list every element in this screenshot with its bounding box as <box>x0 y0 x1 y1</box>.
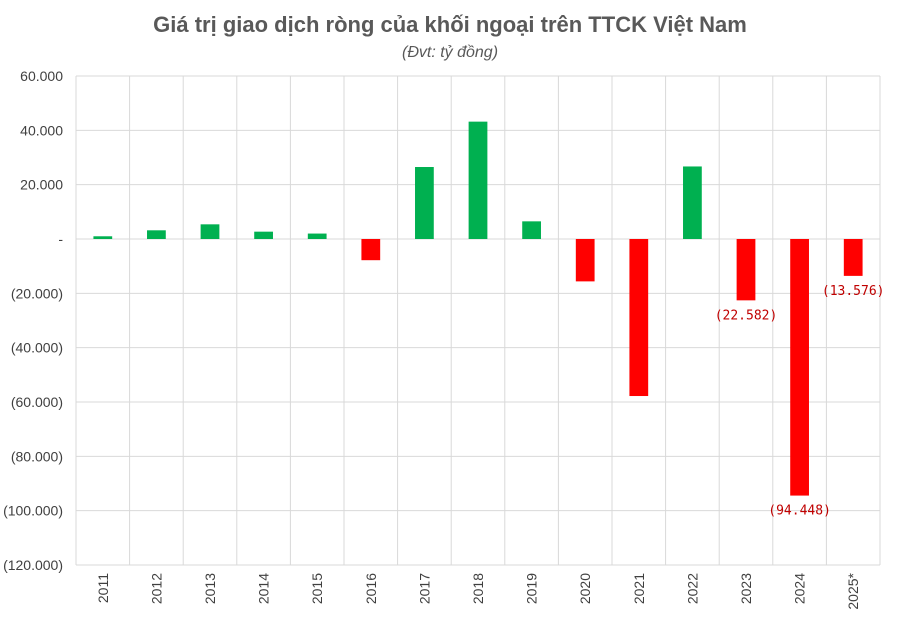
x-tick-label: 2013 <box>202 573 218 604</box>
x-tick-label: 2012 <box>148 573 164 604</box>
y-tick-label: (60.000) <box>11 394 63 410</box>
grid-lines <box>75 75 881 566</box>
bar-2019 <box>522 221 541 239</box>
y-tick-label: - <box>58 231 63 247</box>
x-tick-label: 2023 <box>738 573 754 604</box>
bar-2016 <box>361 239 381 261</box>
bar-2017 <box>415 167 434 239</box>
y-tick-label: 60.000 <box>20 68 63 84</box>
y-tick-label: 20.000 <box>20 177 63 193</box>
x-axis-labels: 2011 2012 2013 2014 2015 2016 2017 2018 2019 2020… <box>95 572 861 609</box>
bar-2020 <box>575 239 595 282</box>
bar-2013 <box>200 224 220 239</box>
bar-2021 <box>629 239 649 397</box>
x-tick-label: 2024 <box>792 573 808 604</box>
y-tick-label: (100.000) <box>3 503 63 519</box>
x-tick-label: 2015 <box>309 573 325 604</box>
bar-2018 <box>468 121 488 239</box>
bars <box>93 121 863 496</box>
bar-2024 <box>790 239 809 496</box>
x-tick-label: 2025* <box>845 572 861 609</box>
y-axis-labels: 60.000 40.000 20.000 - (20.000) (40.000) (60.0… <box>3 68 63 573</box>
bar-2014 <box>254 231 273 239</box>
y-tick-label: (80.000) <box>11 448 63 464</box>
bar-2025 <box>843 239 863 276</box>
x-tick-label: 2020 <box>577 573 593 604</box>
x-tick-label: 2019 <box>524 573 540 604</box>
chart-title: Giá trị giao dịch ròng của khối ngoại tr… <box>153 12 747 37</box>
chart-subtitle: (Đvt: tỷ đồng) <box>401 44 499 61</box>
y-tick-label: (120.000) <box>3 557 63 573</box>
y-tick-label: (20.000) <box>11 285 63 301</box>
x-tick-label: 2011 <box>95 573 111 603</box>
data-label: (13.576) <box>822 284 885 299</box>
bar-2015 <box>307 233 327 239</box>
bar-2012 <box>147 230 166 239</box>
x-tick-label: 2021 <box>631 573 647 604</box>
y-tick-label: 40.000 <box>20 122 63 138</box>
x-tick-label: 2018 <box>470 573 486 604</box>
data-labels: (22.582) (94.448) (13.576) <box>715 284 885 519</box>
bar-2023 <box>736 239 756 301</box>
y-tick-label: (40.000) <box>11 340 63 356</box>
data-label: (22.582) <box>715 308 778 323</box>
bar-2011 <box>93 236 113 239</box>
x-tick-label: 2014 <box>256 573 272 604</box>
x-tick-label: 2022 <box>684 573 700 604</box>
x-tick-label: 2017 <box>416 573 432 604</box>
data-label: (94.448) <box>768 504 831 519</box>
x-tick-label: 2016 <box>363 573 379 604</box>
bar-2022 <box>683 166 702 239</box>
